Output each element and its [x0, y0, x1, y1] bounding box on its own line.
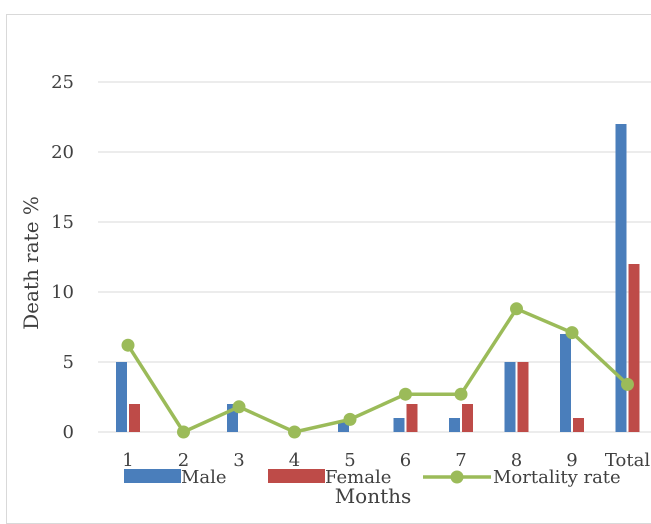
mortality-rate-point [399, 387, 412, 401]
mortality-rate-point [232, 400, 246, 414]
x-tick-label: Total [605, 450, 650, 471]
gridlines [98, 81, 651, 433]
y-tick-labels: 0 5 10 15 20 25 [51, 72, 74, 443]
bars [116, 124, 640, 432]
male-bar [393, 418, 405, 432]
legend-swatch-male [124, 469, 181, 483]
male-bar [227, 404, 238, 432]
x-tick-label: 9 [566, 450, 577, 471]
mortality-line [121, 302, 634, 439]
mortality-rate-point [565, 326, 579, 340]
legend-swatch-female [268, 469, 325, 483]
female-bar [406, 404, 418, 432]
y-tick-label: 10 [51, 282, 74, 303]
mortality-rate-point [510, 302, 523, 316]
legend: Male Female Mortality rate [124, 467, 621, 488]
x-tick-label: 1 [122, 450, 133, 471]
mortality-rate-point [288, 425, 301, 439]
y-tick-label: 5 [63, 352, 74, 373]
male-bar [449, 418, 460, 432]
female-bar [628, 264, 640, 432]
chart-frame [6, 14, 651, 524]
legend-label: Male [181, 467, 227, 488]
x-tick-label: 8 [511, 450, 522, 471]
male-bar [116, 362, 127, 432]
x-tick-label: 4 [289, 450, 300, 471]
y-tick-label: 25 [51, 72, 74, 93]
mortality-rate-point [177, 425, 190, 439]
y-tick-label: 0 [63, 422, 74, 443]
mortality-rate-point [621, 377, 634, 391]
y-tick-label: 20 [51, 142, 74, 163]
x-axis-title: Months [335, 484, 412, 508]
x-tick-label: 2 [178, 450, 189, 471]
x-tick-label: 5 [344, 450, 355, 471]
mortality-rate-point [343, 412, 357, 426]
legend-label: Mortality rate [493, 467, 621, 488]
x-tick-label: 6 [400, 450, 411, 471]
male-bar [615, 124, 627, 432]
mortality-rate-point [121, 338, 135, 352]
x-tick-label: 3 [233, 450, 244, 471]
mortality-rate-line [126, 307, 629, 434]
male-bar [338, 422, 349, 432]
x-tick-label: 7 [455, 450, 466, 471]
y-axis-title: Death rate % [19, 196, 43, 330]
chart-svg: 0 5 10 15 20 25 1 2 3 4 5 6 7 8 9 Total Death rate % M… [19, 72, 651, 508]
female-bar [517, 362, 529, 432]
x-tick-labels: 1 2 3 4 5 6 7 8 9 Total [122, 450, 650, 471]
y-tick-label: 15 [51, 212, 74, 233]
legend-swatch-mortality-marker [450, 470, 464, 484]
male-bar [560, 334, 571, 432]
legend-label: Female [325, 467, 391, 488]
mortality-rate-point [454, 387, 468, 401]
female-bar [573, 418, 584, 432]
male-bar [504, 362, 516, 432]
female-bar [462, 404, 473, 432]
female-bar [129, 404, 140, 432]
